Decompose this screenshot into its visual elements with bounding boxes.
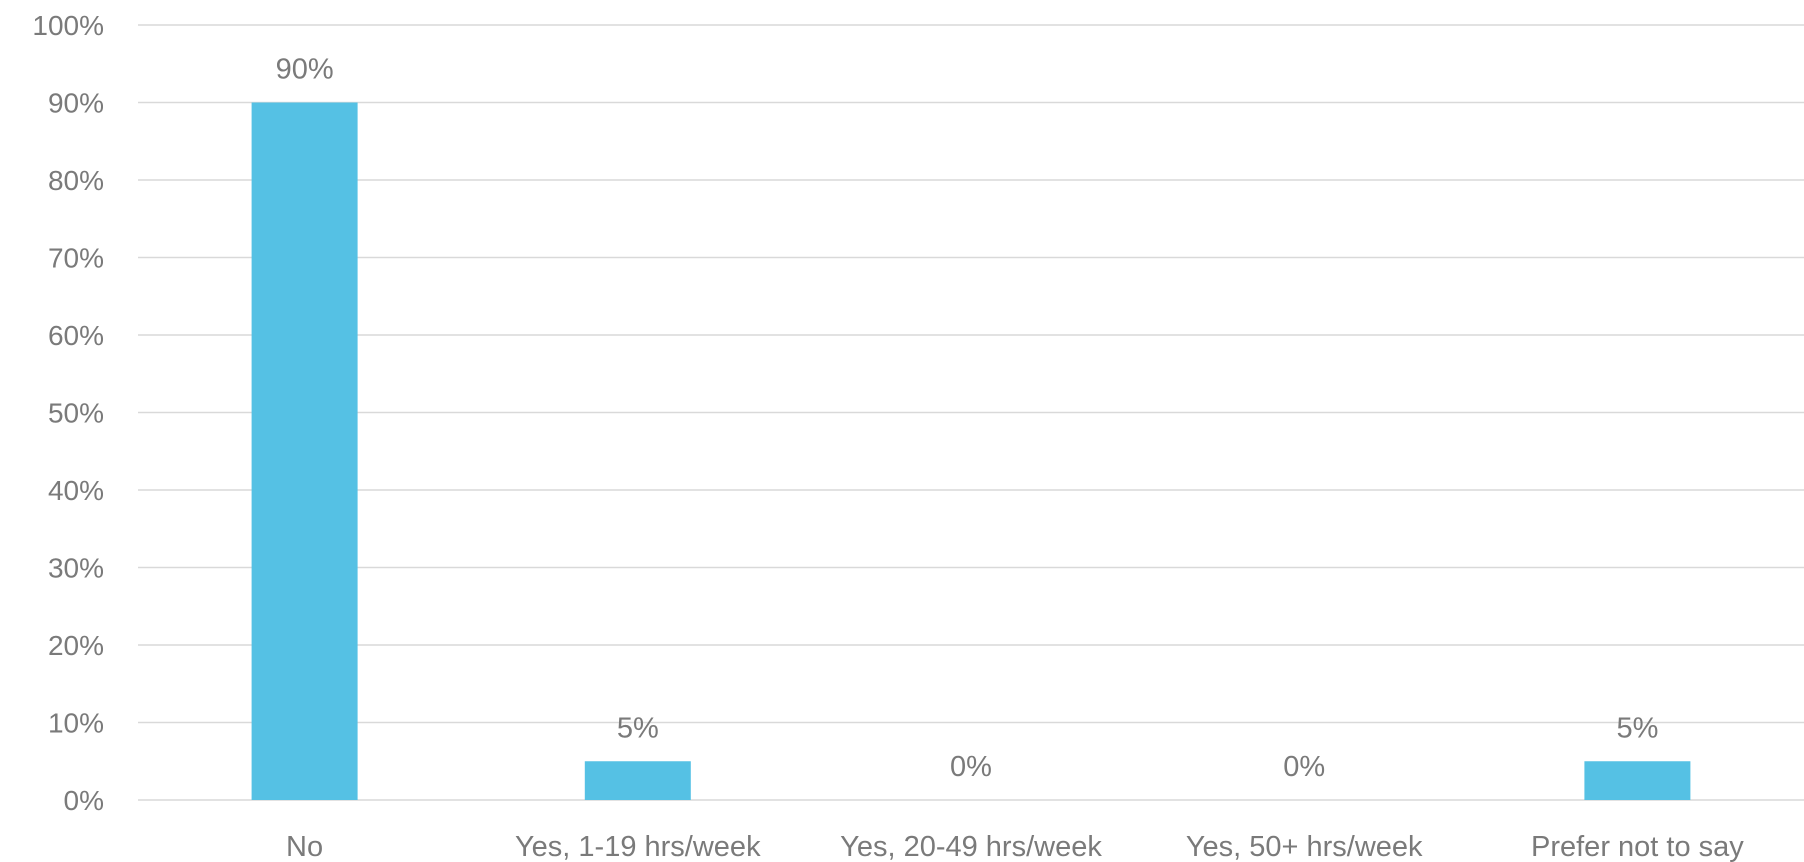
y-tick-label: 90% — [48, 88, 104, 119]
y-tick-label: 40% — [48, 475, 104, 506]
y-tick-label: 0% — [64, 785, 104, 816]
category-label: Prefer not to say — [1531, 831, 1744, 862]
y-tick-label: 10% — [48, 708, 104, 739]
data-label: 5% — [1616, 712, 1658, 744]
bar — [584, 761, 691, 800]
category-label: Yes, 1-19 hrs/week — [515, 831, 761, 862]
bars — [251, 102, 1691, 800]
y-tick-label: 100% — [32, 10, 104, 41]
y-tick-label: 60% — [48, 320, 104, 351]
y-tick-label: 70% — [48, 243, 104, 274]
x-axis-categories: No Yes, 1-19 hrs/week Yes, 20-49 hrs/week Y… — [286, 831, 1744, 862]
y-tick-label: 30% — [48, 553, 104, 584]
category-label: Yes, 50+ hrs/week — [1186, 831, 1423, 862]
y-tick-label: 20% — [48, 630, 104, 661]
data-labels: 90% 5% 0% 0% 5% — [276, 54, 1659, 784]
data-label: 0% — [1283, 751, 1325, 783]
category-label: No — [286, 831, 323, 862]
y-axis-ticks: 0% 10% 20% 30% 40% 50% 60% 70% 80% 90% 100% — [32, 10, 104, 816]
data-label: 0% — [950, 751, 992, 783]
bar — [251, 102, 358, 800]
data-label: 90% — [276, 54, 334, 86]
y-tick-label: 50% — [48, 398, 104, 429]
data-label: 5% — [617, 712, 659, 744]
y-tick-label: 80% — [48, 165, 104, 196]
gridlines — [138, 24, 1804, 801]
bar — [1584, 761, 1691, 800]
category-label: Yes, 20-49 hrs/week — [840, 831, 1102, 862]
